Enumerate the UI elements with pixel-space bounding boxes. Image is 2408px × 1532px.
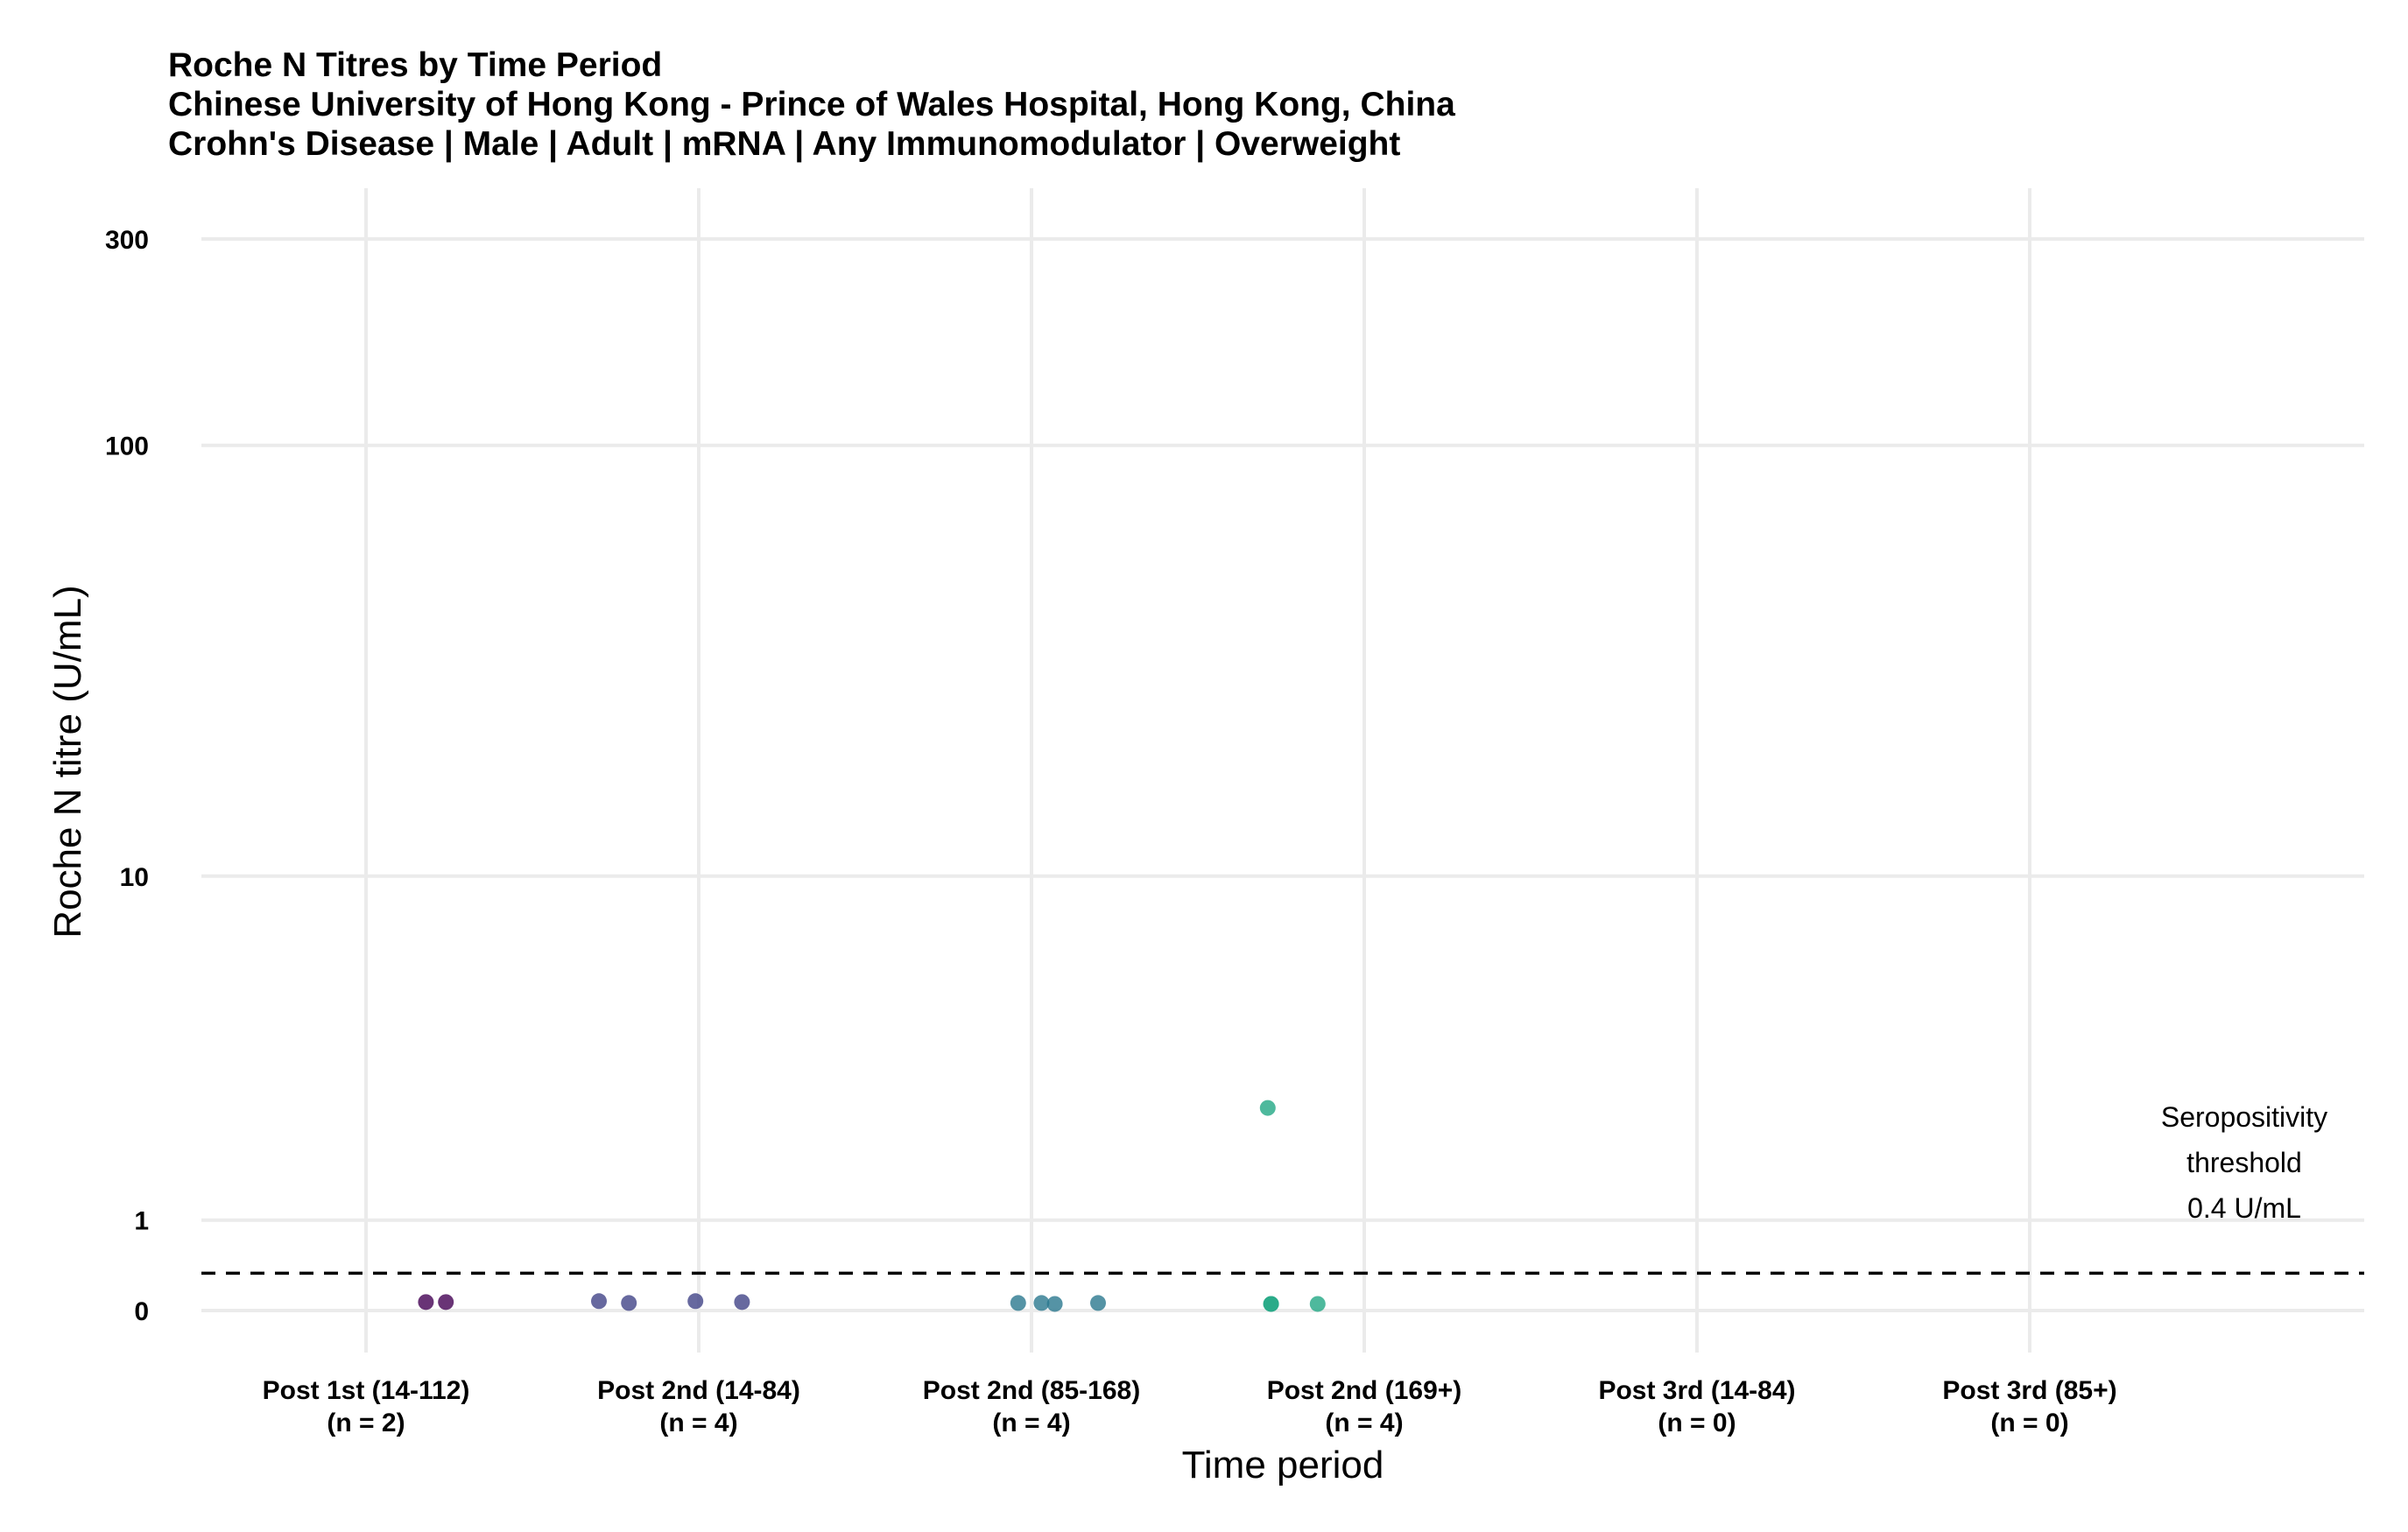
data-point [1259, 1100, 1276, 1116]
x-tick-label: Post 3rd (85+) [1942, 1376, 2116, 1405]
y-tick-label: 100 [105, 432, 149, 461]
y-tick-label: 1 [134, 1207, 149, 1236]
data-point [734, 1294, 750, 1311]
data-point [1090, 1295, 1106, 1311]
data-point [438, 1294, 454, 1311]
x-tick-n-label: (n = 4) [659, 1409, 737, 1437]
data-point [1010, 1295, 1026, 1311]
data-point [591, 1293, 607, 1310]
data-point [1263, 1296, 1279, 1312]
x-tick-label: Post 3rd (14-84) [1598, 1376, 1795, 1405]
threshold-annotation-line: threshold [2186, 1147, 2302, 1178]
chart-title: Roche N Titres by Time Period [168, 46, 663, 84]
data-points [418, 1100, 1326, 1312]
grid-lines [201, 188, 2364, 1353]
x-tick-n-label: (n = 4) [1325, 1409, 1403, 1437]
data-point [1046, 1296, 1063, 1312]
x-tick-labels: Post 1st (14-112) (n = 2) Post 2nd (14-84)… [263, 1376, 2117, 1437]
data-point [1309, 1296, 1326, 1312]
y-tick-label: 300 [105, 226, 149, 255]
data-point [621, 1295, 637, 1311]
y-tick-labels: 0 1 10 100 300 [105, 226, 149, 1326]
x-tick-label: Post 2nd (14-84) [597, 1376, 800, 1405]
threshold-annotation: Seropositivity threshold 0.4 U/mL [2161, 1101, 2327, 1224]
y-tick-label: 10 [120, 863, 149, 892]
threshold-annotation-line: Seropositivity [2161, 1101, 2327, 1133]
x-tick-label: Post 2nd (85-168) [923, 1376, 1140, 1405]
x-tick-n-label: (n = 2) [327, 1409, 405, 1437]
data-point [418, 1294, 434, 1311]
y-axis-label: Roche N titre (U/mL) [46, 585, 89, 938]
y-tick-label: 0 [134, 1297, 149, 1326]
threshold-annotation-line: 0.4 U/mL [2187, 1192, 2301, 1224]
data-point [687, 1293, 704, 1310]
x-tick-label: Post 2nd (169+) [1267, 1376, 1462, 1405]
x-tick-n-label: (n = 0) [1658, 1409, 1736, 1437]
chart-subtitle-line-1: Chinese University of Hong Kong - Prince… [168, 86, 1455, 123]
chart-titles: Roche N Titres by Time Period Chinese Un… [168, 46, 1455, 164]
data-point [1033, 1295, 1050, 1311]
chart-subtitle-line-2: Crohn's Disease | Male | Adult | mRNA | … [168, 125, 1401, 163]
x-tick-n-label: (n = 4) [992, 1409, 1070, 1437]
x-axis-label: Time period [1182, 1444, 1384, 1486]
x-tick-n-label: (n = 0) [1990, 1409, 2068, 1437]
x-tick-label: Post 1st (14-112) [263, 1376, 470, 1405]
